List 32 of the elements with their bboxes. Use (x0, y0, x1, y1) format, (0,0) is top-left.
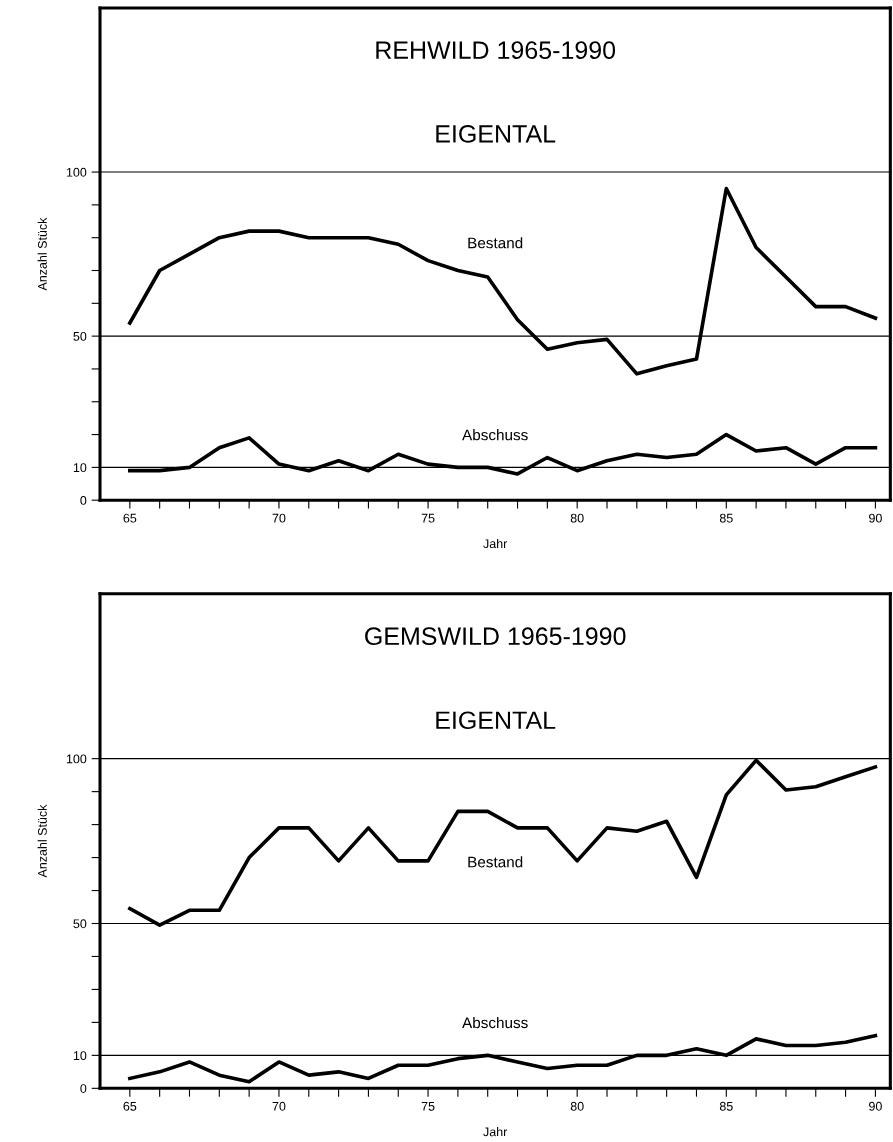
x-tick-label: 65 (123, 1101, 137, 1111)
y-tick-label: 100 (66, 754, 87, 764)
x-axis-title: Jahr (483, 538, 508, 549)
y-tick-label: 10 (73, 463, 87, 473)
series-label: Bestand (468, 856, 523, 868)
x-tick-label: 65 (123, 513, 137, 523)
x-tick-label: 80 (570, 513, 584, 523)
x-tick-label: 85 (719, 513, 733, 523)
y-tick-label: 0 (80, 1084, 87, 1093)
x-axis-title: Jahr (483, 1127, 508, 1137)
text: GEMSWILD 1965-1990 (365, 627, 626, 646)
x-tick-label: 75 (421, 513, 435, 523)
x-tick-label: 90 (869, 513, 882, 523)
text: EIGENTAL (436, 124, 556, 143)
y-tick-label: 10 (73, 1051, 87, 1061)
series-label: Bestand (468, 237, 523, 249)
y-axis-title: Anzahl Stück (37, 217, 47, 291)
x-tick-label: 70 (272, 513, 286, 523)
text: REHWILD 1965-1990 (376, 41, 616, 59)
y-tick-label: 0 (80, 496, 87, 505)
series-label: Abschuss (462, 1016, 528, 1029)
series-label: Abschuss (462, 429, 528, 441)
text: EIGENTAL (436, 711, 556, 730)
x-tick-label: 75 (421, 1101, 435, 1111)
y-tick-label: 50 (73, 331, 87, 341)
x-tick-label: 85 (719, 1101, 733, 1111)
y-axis-title: Anzahl Stück (37, 804, 47, 878)
y-tick-label: 100 (66, 167, 87, 177)
y-tick-label: 50 (73, 919, 87, 929)
x-tick-label: 90 (869, 1101, 882, 1111)
x-tick-label: 80 (570, 1101, 584, 1111)
x-tick-label: 70 (272, 1101, 286, 1111)
